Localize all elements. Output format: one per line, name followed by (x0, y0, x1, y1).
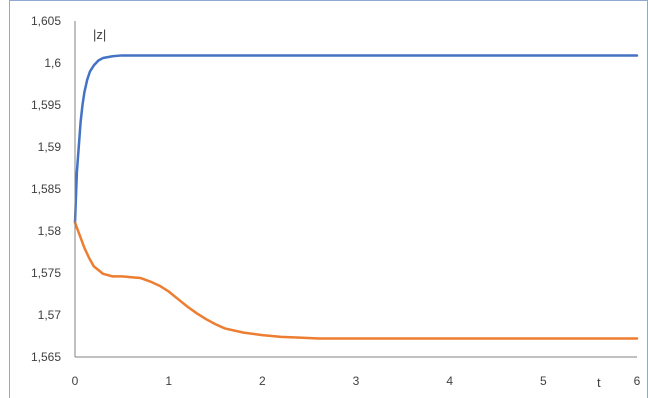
axes (74, 21, 637, 358)
y-tick-label: 1,595 (31, 98, 61, 112)
y-tick-label: 1,6 (44, 56, 61, 70)
x-tick-label: 6 (634, 374, 641, 388)
x-tick-label: 0 (72, 374, 79, 388)
y-tick-label: 1,58 (38, 224, 62, 238)
y-tick-label: 1,565 (31, 350, 61, 364)
x-tick-label: 2 (259, 374, 266, 388)
y-tick-label: 1,57 (38, 308, 62, 322)
x-tick-label: 4 (446, 374, 453, 388)
x-axis-label: t (597, 375, 601, 390)
y-tick-label: 1,575 (31, 266, 61, 280)
series-line-1 (73, 54, 639, 224)
tick-labels: 1,565 1,57 1,575 1,58 1,585 1,59 1,595 1,6 1,605… (31, 14, 641, 388)
y-tick-label: 1,585 (31, 182, 61, 196)
x-tick-label: 5 (540, 374, 547, 388)
plot-area (73, 54, 639, 340)
y-tick-label: 1,59 (38, 140, 62, 154)
y-tick-label: 1,605 (31, 14, 61, 28)
x-tick-label: 1 (165, 374, 172, 388)
x-tick-label: 3 (353, 374, 360, 388)
series-line-2 (73, 221, 639, 340)
y-axis-label: |z| (93, 27, 106, 42)
